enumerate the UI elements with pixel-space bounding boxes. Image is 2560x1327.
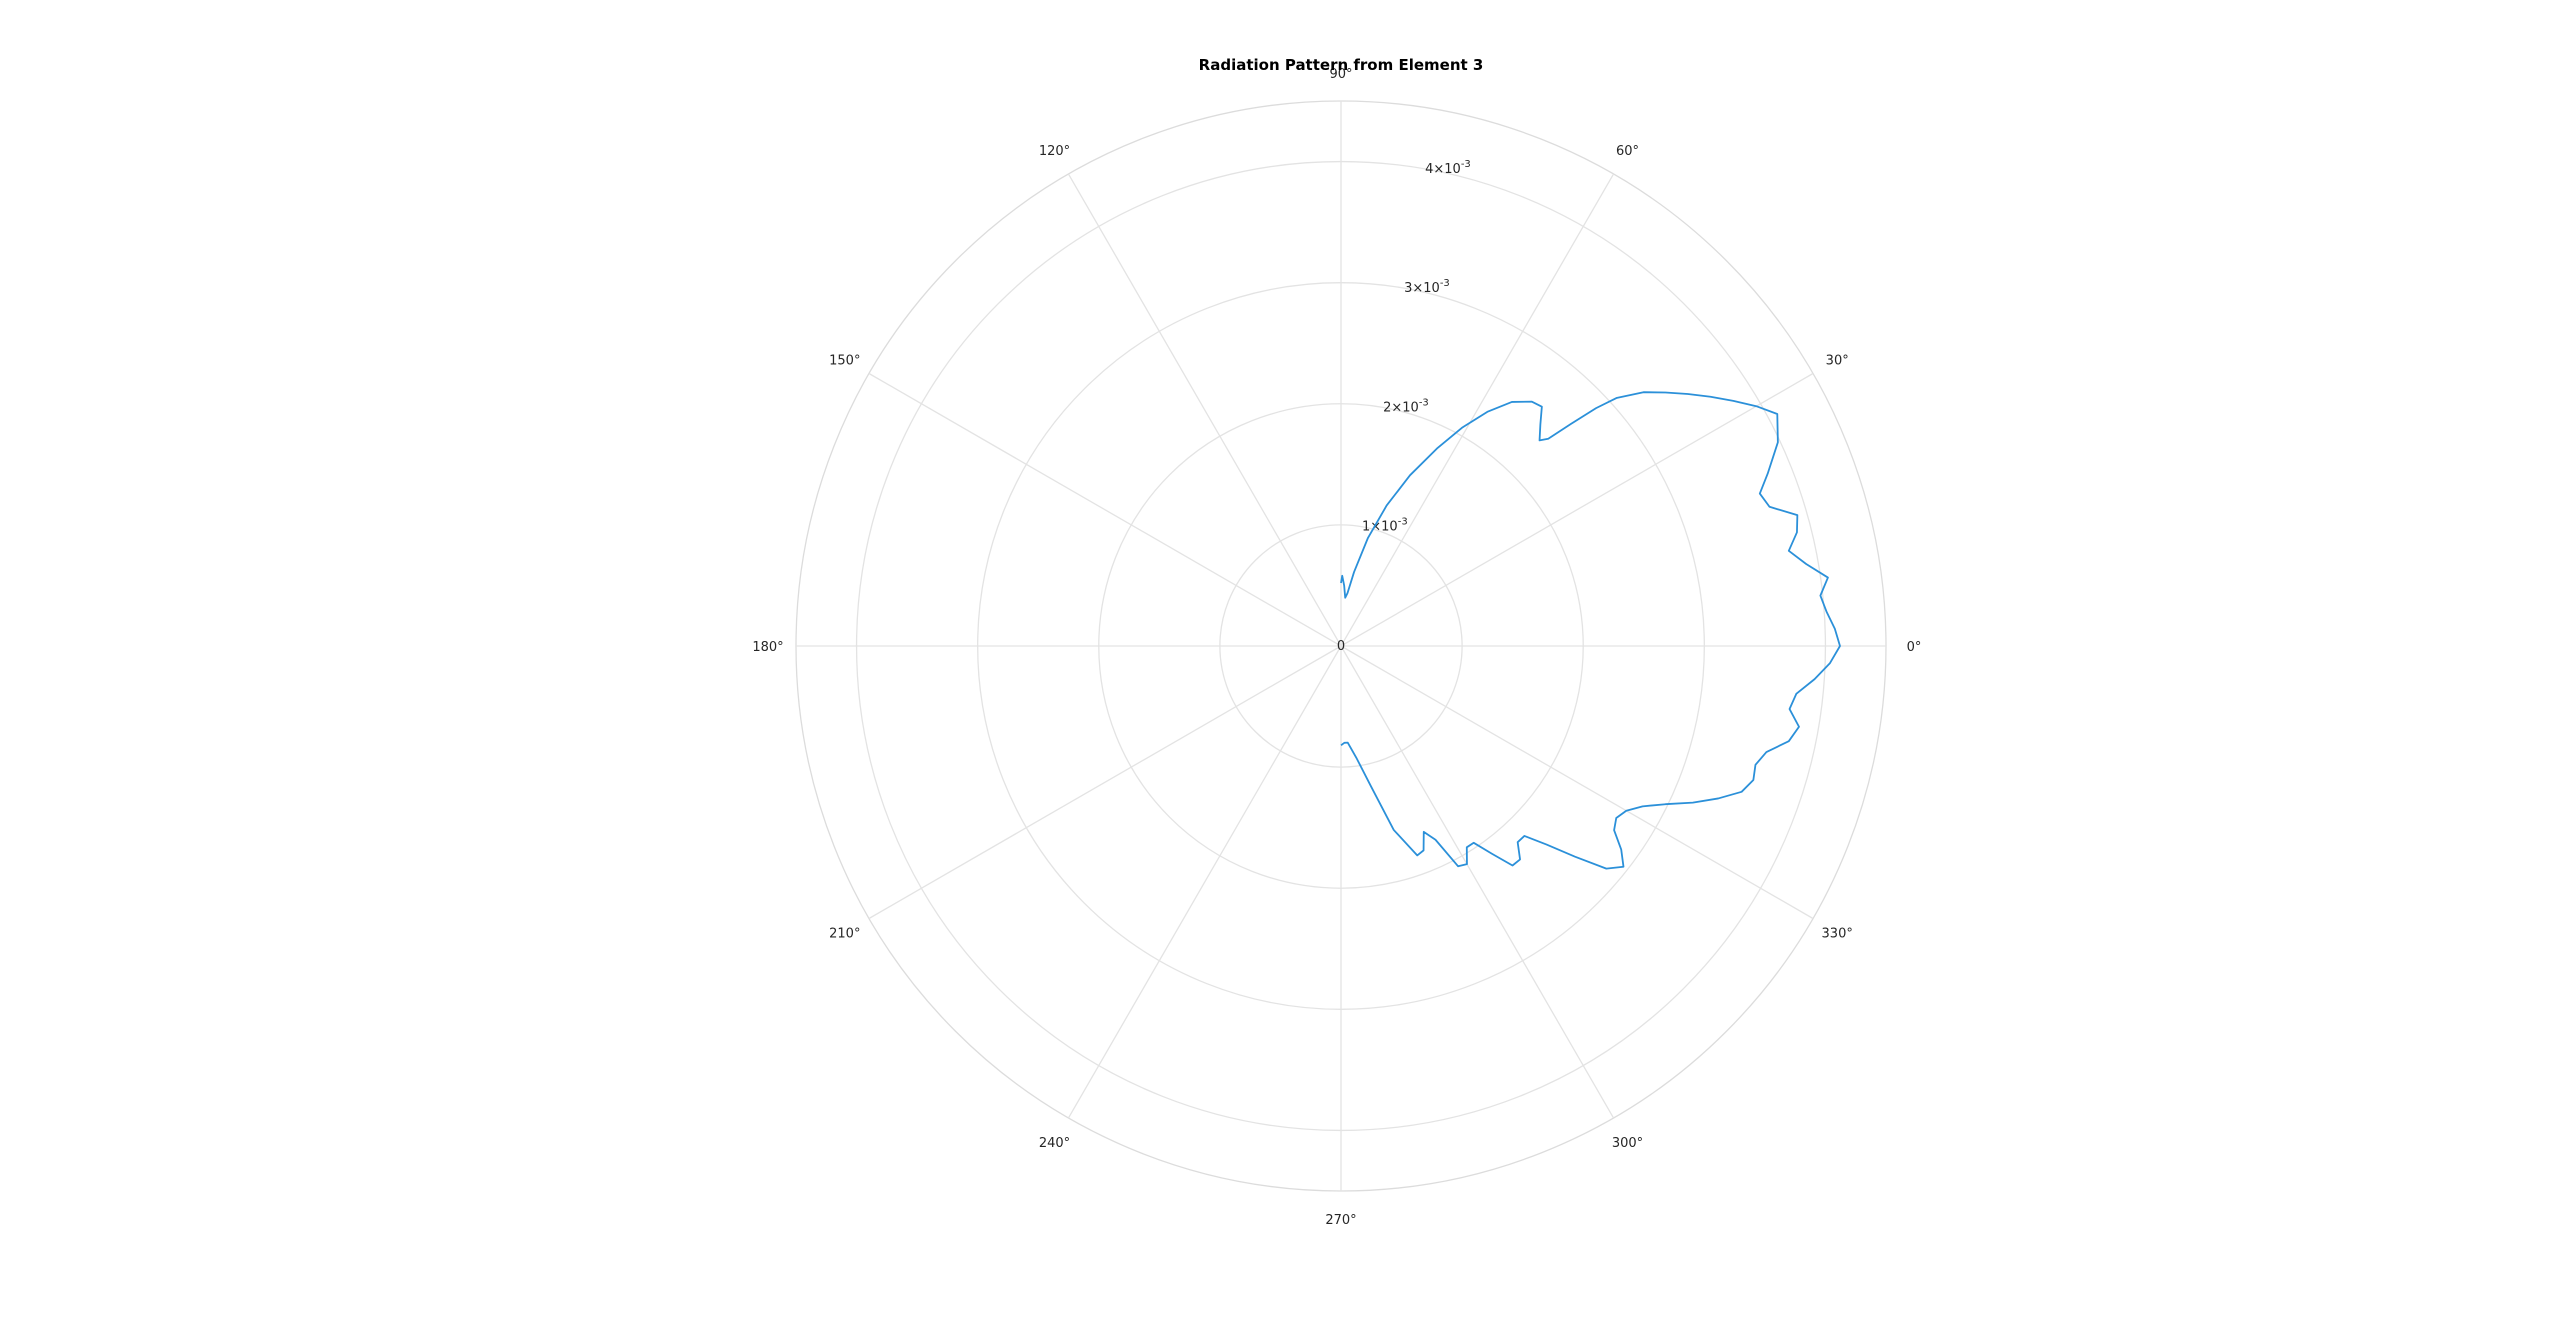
radiation-pattern-line: [1340, 391, 1841, 870]
angle-tick-label: 60°: [1616, 144, 1639, 159]
angle-tick-label: 210°: [829, 927, 860, 942]
grid-spoke: [868, 645, 1342, 920]
radius-tick-label: 0: [1337, 639, 1345, 654]
angle-tick-label: 30°: [1826, 354, 1849, 369]
angle-tick-label: 0°: [1907, 640, 1922, 655]
angle-tick-labels: 0° 30° 60° 90° 120° 150° 180° 210° 240° 270° 300° 3…: [752, 67, 1921, 1228]
angle-tick-label: 180°: [752, 640, 783, 655]
angle-tick-label: 90°: [1329, 67, 1352, 82]
angle-tick-label: 330°: [1822, 927, 1853, 942]
radius-tick-labels: 0 1×10-3 2×10-3 3×10-3 4×10-3: [1337, 159, 1471, 654]
chart-title: Radiation Pattern from Element 3: [1199, 56, 1484, 74]
grid-spoke: [1340, 173, 1615, 647]
grid-spoke: [868, 372, 1342, 647]
radius-tick-label: 2×10-3: [1383, 398, 1429, 416]
radius-tick-label: 3×10-3: [1404, 278, 1450, 296]
angle-tick-label: 150°: [829, 354, 860, 369]
grid-spoke: [1067, 173, 1342, 647]
series-layer: [1340, 391, 1841, 870]
grid-spoke: [1067, 645, 1342, 1119]
angle-tick-label: 240°: [1039, 1136, 1070, 1151]
grid-spoke: [1340, 372, 1814, 647]
angle-tick-label: 270°: [1325, 1213, 1356, 1228]
angle-tick-label: 120°: [1039, 144, 1070, 159]
angle-tick-label: 300°: [1612, 1136, 1643, 1151]
radius-tick-label: 1×10-3: [1362, 517, 1408, 535]
polar-grid: [795, 100, 1887, 1192]
grid-spoke: [1340, 645, 1615, 1119]
radius-tick-label: 4×10-3: [1425, 159, 1471, 177]
grid-spoke: [1340, 645, 1814, 920]
